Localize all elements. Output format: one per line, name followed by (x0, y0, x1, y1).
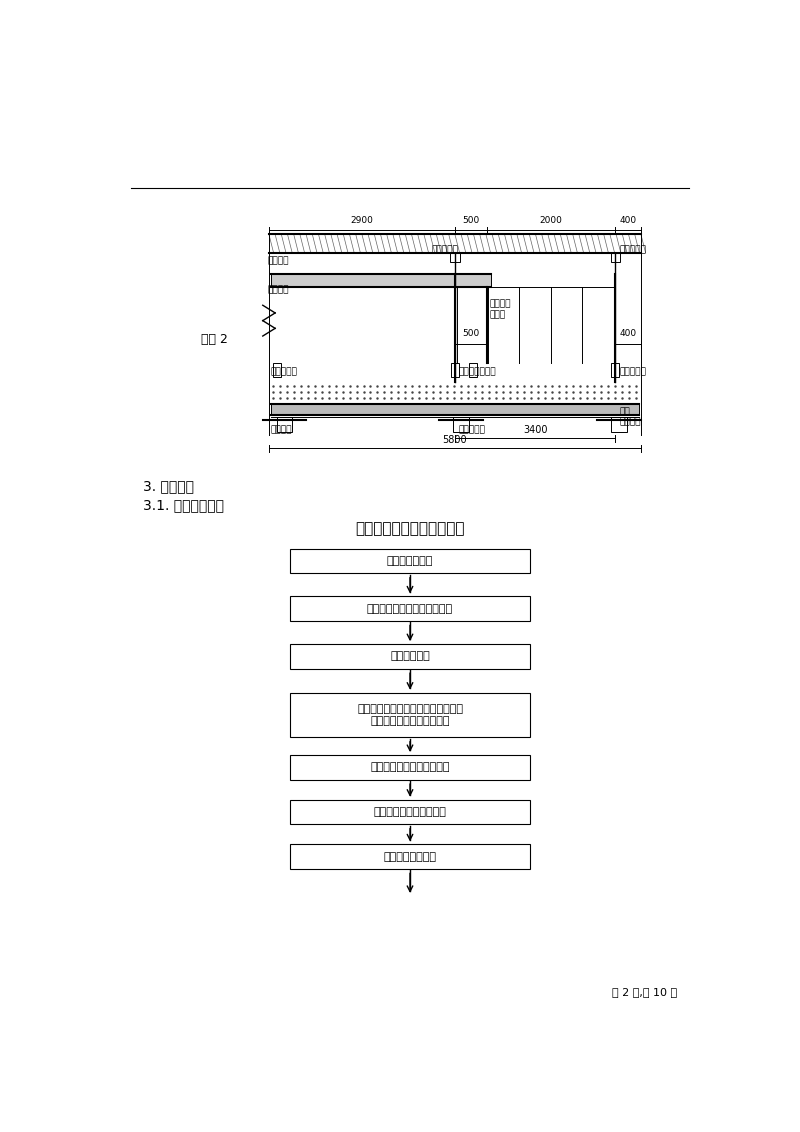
Bar (290, 549, 530, 573)
Text: 外模后吊杆: 外模后吊杆 (432, 246, 458, 255)
Bar (270, 404, 639, 414)
Bar (290, 597, 530, 621)
Bar (454, 417, 469, 432)
Text: 400: 400 (619, 216, 637, 225)
Text: 底后横梁: 底后横梁 (270, 426, 292, 435)
Text: 焊死刚性骨架，合拢口锁定: 焊死刚性骨架，合拢口锁定 (370, 762, 450, 772)
Text: 2900: 2900 (350, 216, 374, 225)
Bar (270, 274, 491, 286)
Text: 后移及拆除挂篮: 后移及拆除挂篮 (387, 556, 433, 566)
Text: 500: 500 (462, 329, 480, 338)
Text: 底前横梁: 底前横梁 (619, 418, 641, 427)
Text: 内模就位，绑扎钢筋，安装管道穿临
时束及底板预应力钢绞线束: 内模就位，绑扎钢筋，安装管道穿临 时束及底板预应力钢绞线束 (357, 704, 463, 726)
Text: 3400: 3400 (523, 424, 547, 435)
Text: 5800: 5800 (442, 435, 467, 445)
Bar (450, 252, 459, 263)
Text: 检查，浇注合拢段: 检查，浇注合拢段 (383, 851, 437, 861)
Text: 另加小横梁: 另加小横梁 (459, 426, 486, 435)
Bar (290, 693, 530, 737)
Text: 纵梁: 纵梁 (619, 408, 630, 415)
Bar (610, 252, 620, 263)
Text: 第 2 页,共 10 页: 第 2 页,共 10 页 (612, 987, 678, 997)
Text: 外模竖肋: 外模竖肋 (490, 299, 511, 308)
Bar (290, 644, 530, 669)
Bar (273, 363, 281, 377)
Text: 外模前吊杆: 外模前吊杆 (619, 246, 646, 255)
Text: 3. 施工工艺: 3. 施工工艺 (142, 479, 194, 494)
Text: 砼端面: 砼端面 (490, 310, 506, 319)
Text: 3.1. 施工工艺流程: 3.1. 施工工艺流程 (142, 498, 224, 513)
Text: 底篮后锚杆: 底篮后锚杆 (270, 368, 298, 377)
Text: 底篮前锚杆: 底篮前锚杆 (619, 368, 646, 377)
Bar (290, 755, 530, 780)
Text: 拼装支架，安装底模及外侧模: 拼装支架，安装底模及外侧模 (367, 603, 453, 614)
Bar (469, 363, 477, 377)
Text: 400: 400 (619, 329, 637, 338)
Text: 补绑钢筋及安装缺口模板: 补绑钢筋及安装缺口模板 (374, 807, 446, 817)
Text: 边跨合拢段施工工艺流程图: 边跨合拢段施工工艺流程图 (355, 521, 465, 537)
Text: 500: 500 (462, 216, 480, 225)
Bar (451, 363, 459, 377)
Text: 安装配重水箱: 安装配重水箱 (390, 651, 430, 661)
Bar (611, 363, 619, 377)
Bar (277, 417, 292, 432)
Text: 箱梁翼板: 箱梁翼板 (267, 256, 289, 265)
Bar (290, 799, 530, 824)
Text: 2000: 2000 (540, 216, 562, 225)
Bar (290, 844, 530, 869)
Text: 右图 2: 右图 2 (201, 334, 228, 346)
Text: 外模滑架: 外模滑架 (267, 285, 289, 294)
Bar (611, 417, 627, 432)
Text: 另加底篮后锚杆: 另加底篮后锚杆 (459, 368, 497, 377)
